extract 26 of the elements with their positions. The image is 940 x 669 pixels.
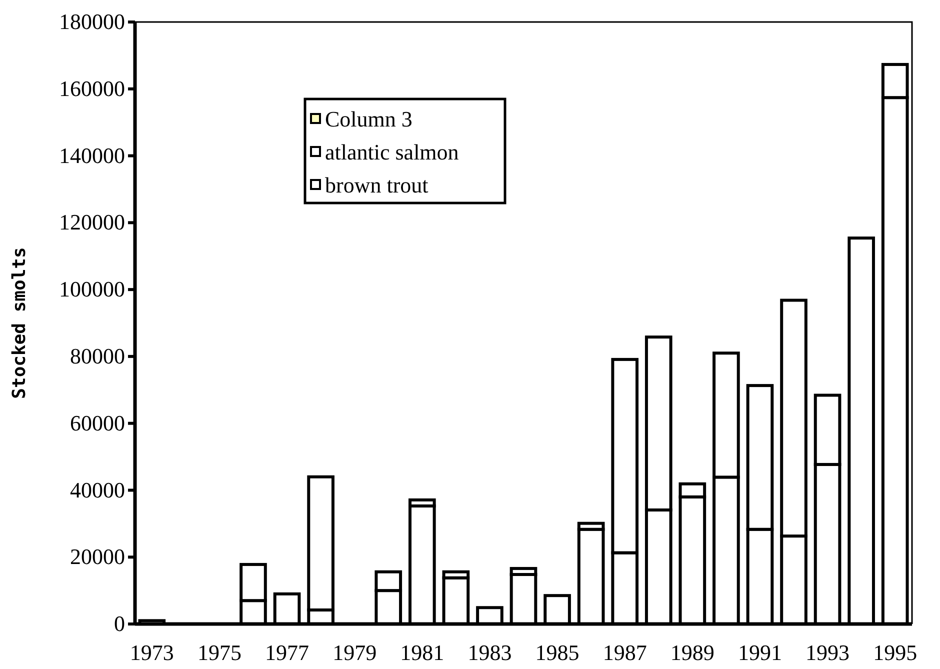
x-tick-label: 1977 [265,640,310,665]
y-tick-label: 80000 [70,343,125,368]
y-tick-label: 160000 [59,76,125,101]
y-tick-label: 120000 [59,210,125,235]
y-tick-label: 40000 [70,477,125,502]
x-tick-label: 1979 [332,640,377,665]
x-tick-label: 1983 [468,640,512,665]
legend-label: Column 3 [325,106,412,132]
x-tick-label: 1975 [197,640,242,665]
x-tick-label: 1973 [130,640,174,665]
x-tick-label: 1985 [535,640,580,665]
x-tick-label: 1987 [602,640,647,665]
y-tick-label: 0 [114,611,125,636]
y-tick-label: 180000 [59,9,125,34]
legend-label: atlantic salmon [325,140,459,165]
legend-label: brown trout [325,172,428,198]
x-tick-label: 1981 [400,640,444,665]
y-tick-label: 60000 [70,410,125,436]
x-tick-label: 1989 [670,640,714,665]
y-tick-label: 100000 [59,276,125,302]
x-tick-label: 1995 [873,640,918,665]
x-tick-label: 1993 [806,640,850,665]
y-tick-label: 20000 [70,544,125,570]
y-axis-title: Stocked smolts [9,247,30,399]
y-tick-label: 140000 [59,142,125,168]
x-tick-label: 1991 [738,640,782,665]
